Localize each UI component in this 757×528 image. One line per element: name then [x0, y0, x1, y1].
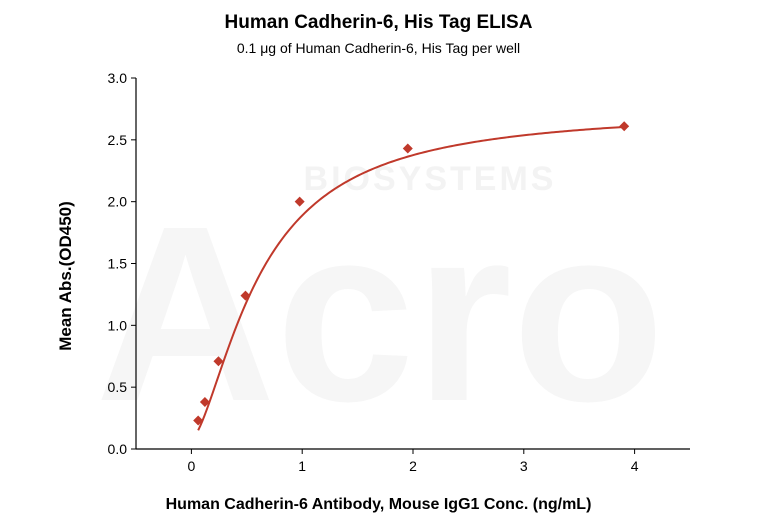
x-tick-label: 2 [409, 458, 417, 474]
x-axis-label: Human Cadherin-6 Antibody, Mouse IgG1 Co… [165, 496, 592, 513]
data-point [402, 143, 413, 154]
x-tick-label: 1 [298, 458, 306, 474]
data-point [619, 121, 630, 132]
data-point [213, 356, 224, 367]
y-tick-label: 1.5 [108, 256, 128, 272]
chart-subtitle: 0.1 μg of Human Cadherin-6, His Tag per … [236, 40, 521, 56]
data-point [199, 397, 210, 408]
x-tick-label: 4 [631, 458, 639, 474]
y-tick-label: 3.0 [108, 70, 128, 86]
y-tick-label: 2.5 [108, 132, 128, 148]
data-point [294, 196, 305, 207]
data-point [193, 415, 204, 426]
fit-curve [197, 125, 625, 431]
x-tick-label: 3 [520, 458, 528, 474]
y-tick-label: 0.5 [108, 379, 128, 395]
chart-title: Human Cadherin-6, His Tag ELISA [224, 12, 533, 33]
y-tick-label: 0.0 [108, 441, 128, 457]
y-tick-label: 1.0 [108, 317, 128, 333]
y-tick-label: 2.0 [108, 194, 128, 210]
data-point [240, 290, 251, 301]
x-tick-label: 0 [188, 458, 196, 474]
